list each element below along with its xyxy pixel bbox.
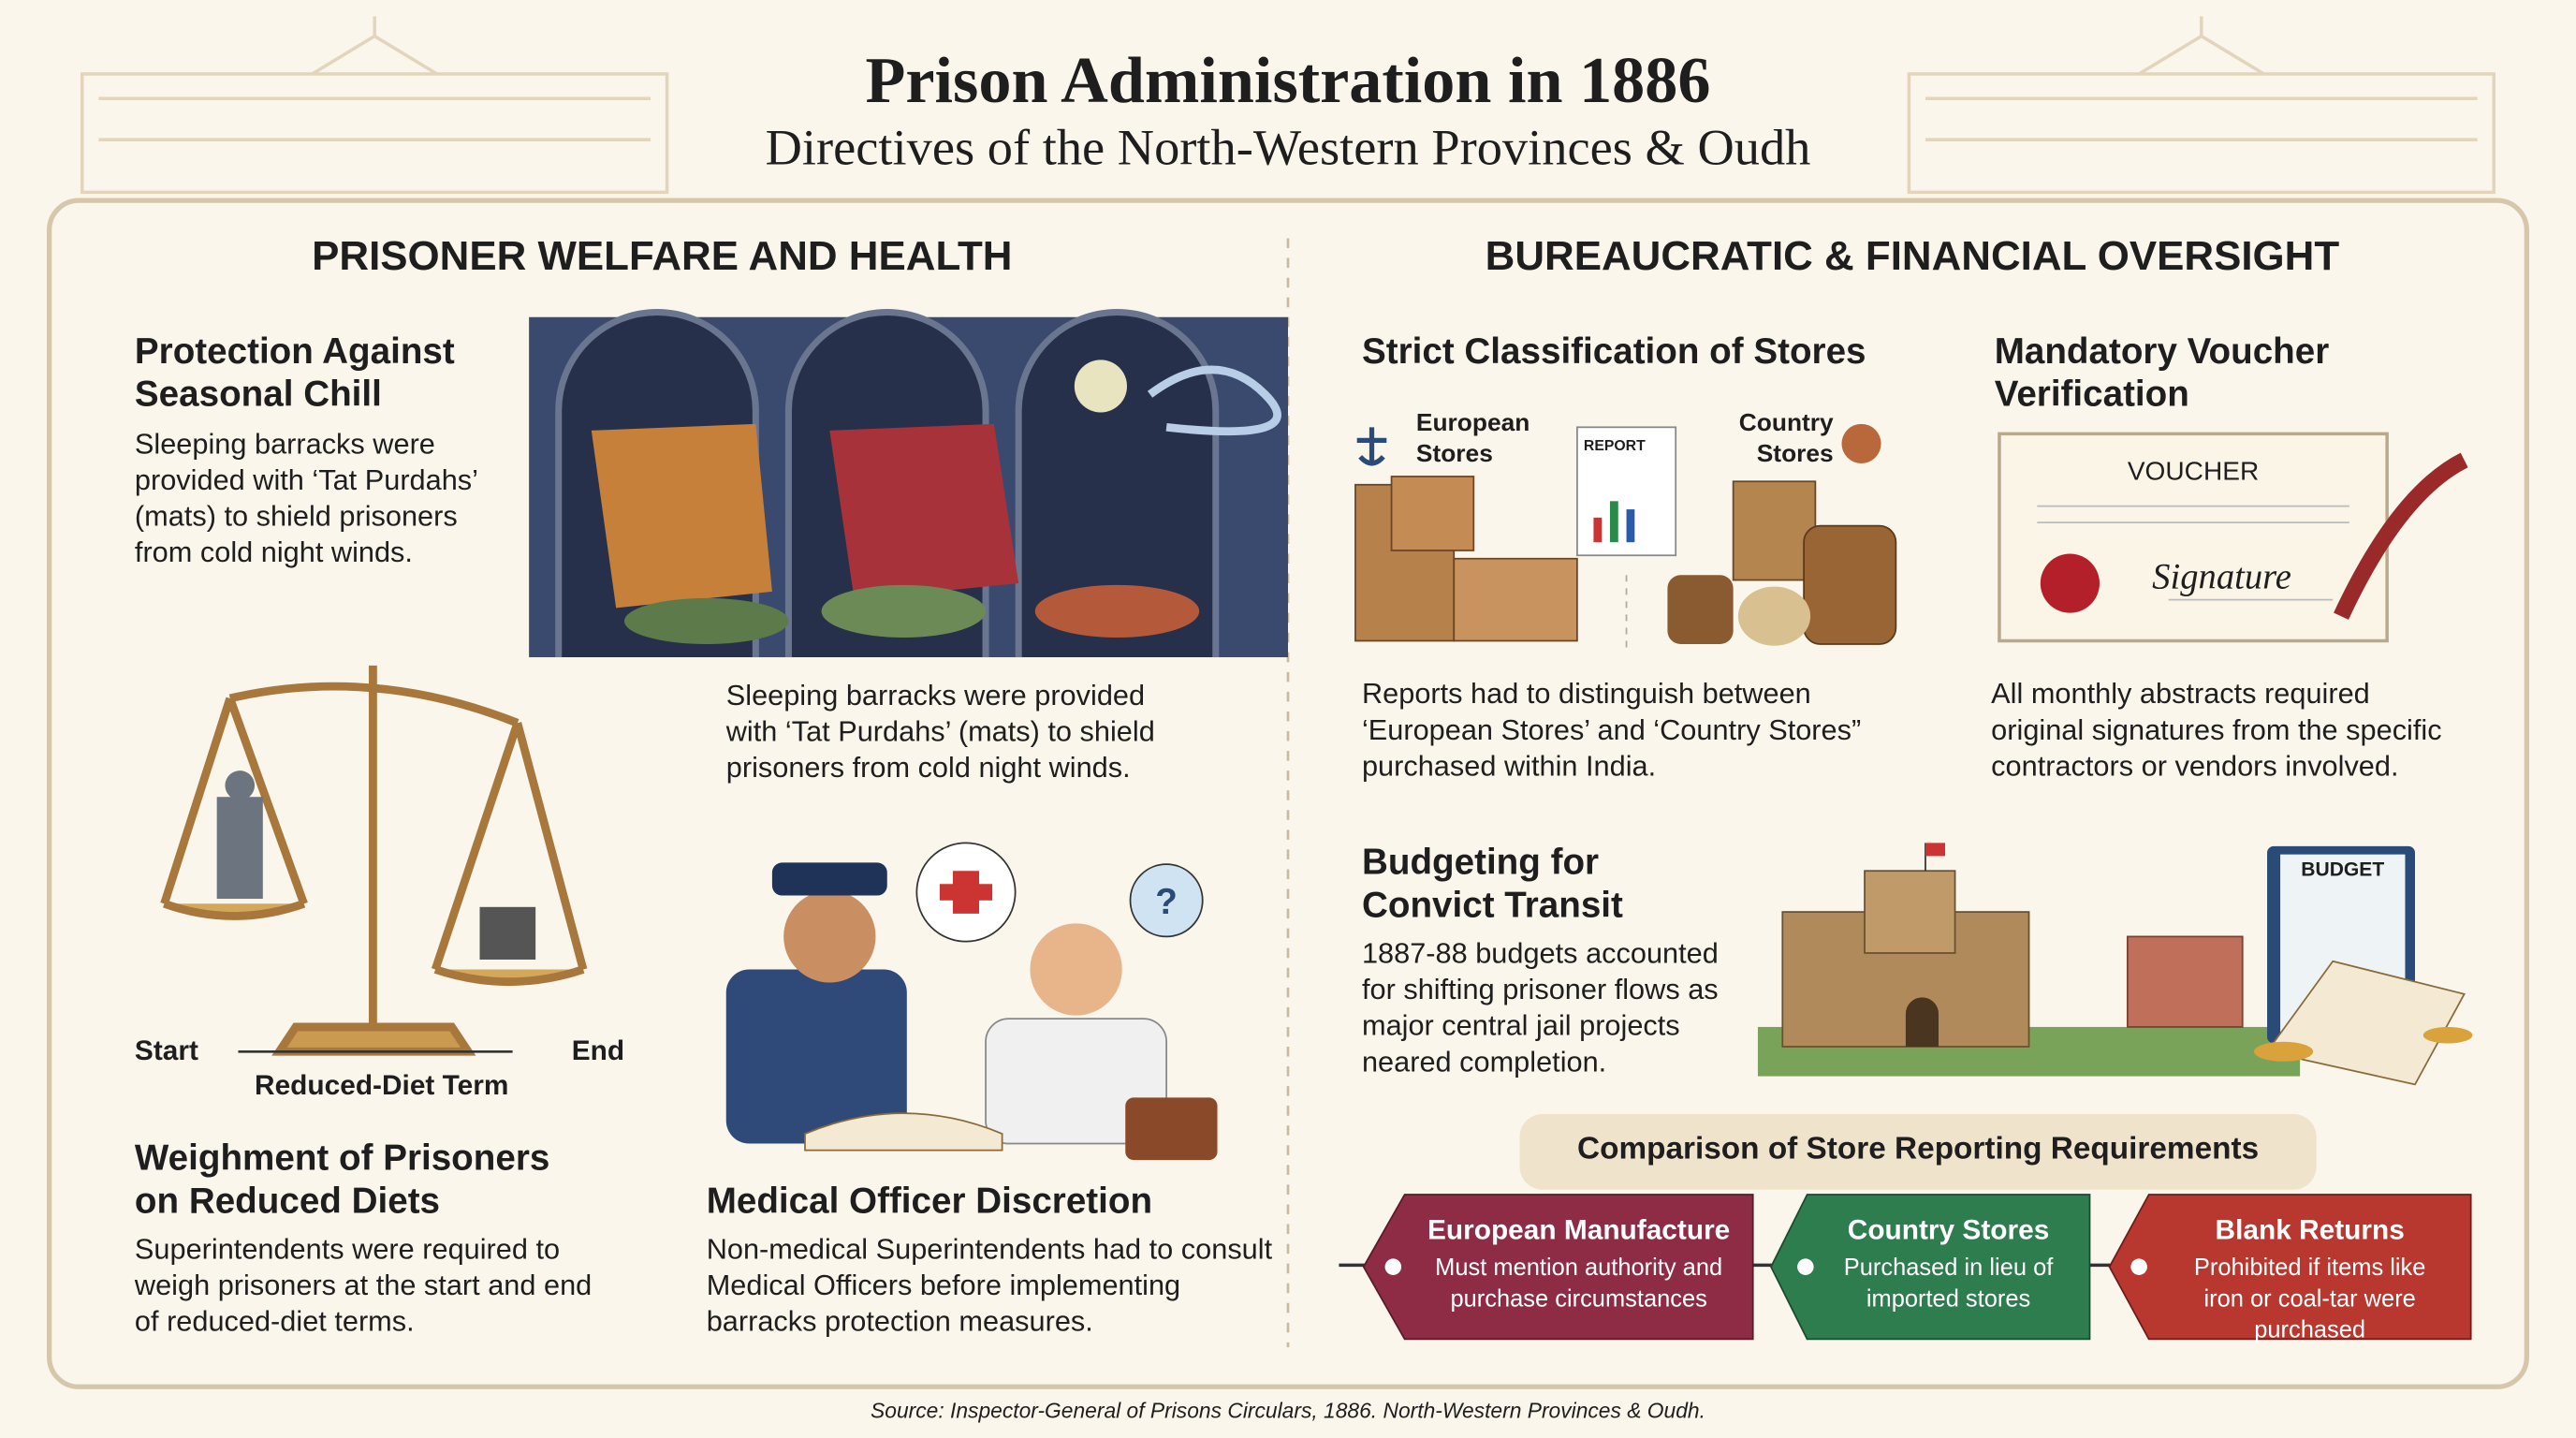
section-title: Strict Classification of Stores — [1361, 330, 1866, 372]
section-title: Mandatory Voucher Verification — [1994, 330, 2330, 415]
tag-text: Prohibited if items like iron or coal-ta… — [2193, 1255, 2426, 1344]
european-label: European Stores — [1415, 409, 1530, 469]
section-text: Reports had to distinguish between ‘Euro… — [1361, 677, 1862, 783]
right-heading: BUREAUCRATIC & FINANCIAL OVERSIGHT — [1485, 233, 2340, 280]
tag: European Manufacture Must mention authori… — [1405, 1195, 1753, 1316]
tag-text: Purchased in lieu of imported stores — [1843, 1255, 2054, 1313]
voucher-label: VOUCHER — [2127, 458, 2260, 487]
section-text: 1887-88 budgets accounted for shifting p… — [1361, 936, 1719, 1078]
tag: Country Stores Purchased in lieu of impor… — [1808, 1195, 2090, 1316]
title: Prison Administration in 1886 — [865, 42, 1711, 117]
scale-illustration — [160, 665, 588, 1056]
svg-text:?: ? — [1155, 882, 1178, 922]
section-title: Protection Against Seasonal Chill — [134, 330, 455, 415]
section-text: Superintendents were required to weigh p… — [134, 1232, 593, 1338]
barracks-image — [529, 309, 1288, 658]
tag-text: Must mention authority and purchase circ… — [1435, 1255, 1723, 1313]
image-caption: Sleeping barracks were provided with ‘Ta… — [725, 678, 1155, 785]
tag-european — [1362, 1194, 1754, 1341]
scale-end: End — [571, 1034, 625, 1067]
tag-title: Country Stores — [1847, 1214, 2050, 1246]
voucher-illustration — [1998, 432, 2468, 643]
comparison-banner — [1519, 1113, 2317, 1190]
subtitle: Directives of the North-Western Province… — [765, 118, 1811, 176]
scale-start: Start — [134, 1034, 198, 1067]
left-heading: PRISONER WELFARE AND HEALTH — [312, 233, 1013, 280]
section-text: Sleeping barracks were provided with ‘Ta… — [134, 427, 477, 569]
section-title: Budgeting for Convict Transit — [1361, 841, 1623, 926]
section-title: Weighment of Prisoners on Reduced Diets — [134, 1137, 550, 1222]
source: Source: Inspector-General of Prisons Cir… — [871, 1398, 1705, 1423]
scale-term: Reduced-Diet Term — [255, 1069, 509, 1101]
budget-label: BUDGET — [2301, 858, 2385, 881]
country-label: Country Stores — [1738, 409, 1834, 469]
section-text: All monthly abstracts required original … — [1991, 677, 2442, 783]
tag-blank — [2108, 1194, 2472, 1341]
tag-country — [1770, 1194, 2091, 1341]
report-label: REPORT — [1583, 436, 1646, 454]
signature: Signature — [2152, 555, 2291, 597]
section-text: Non-medical Superintendents had to consu… — [706, 1232, 1273, 1338]
tag-title: European Manufacture — [1427, 1214, 1731, 1246]
section-title: Medical Officer Discretion — [706, 1180, 1153, 1222]
medical-illustration: ? — [725, 842, 1218, 1161]
frame — [47, 198, 2529, 1389]
transit-illustration — [1757, 843, 2473, 1086]
building-right — [1907, 16, 2496, 195]
tag: Blank Returns Prohibited if items like ir… — [2149, 1195, 2471, 1347]
stores-illustration — [1354, 423, 1897, 650]
building-left — [80, 16, 669, 195]
comparison-title: Comparison of Store Reporting Requiremen… — [1577, 1132, 2260, 1167]
tag-title: Blank Returns — [2215, 1214, 2405, 1246]
